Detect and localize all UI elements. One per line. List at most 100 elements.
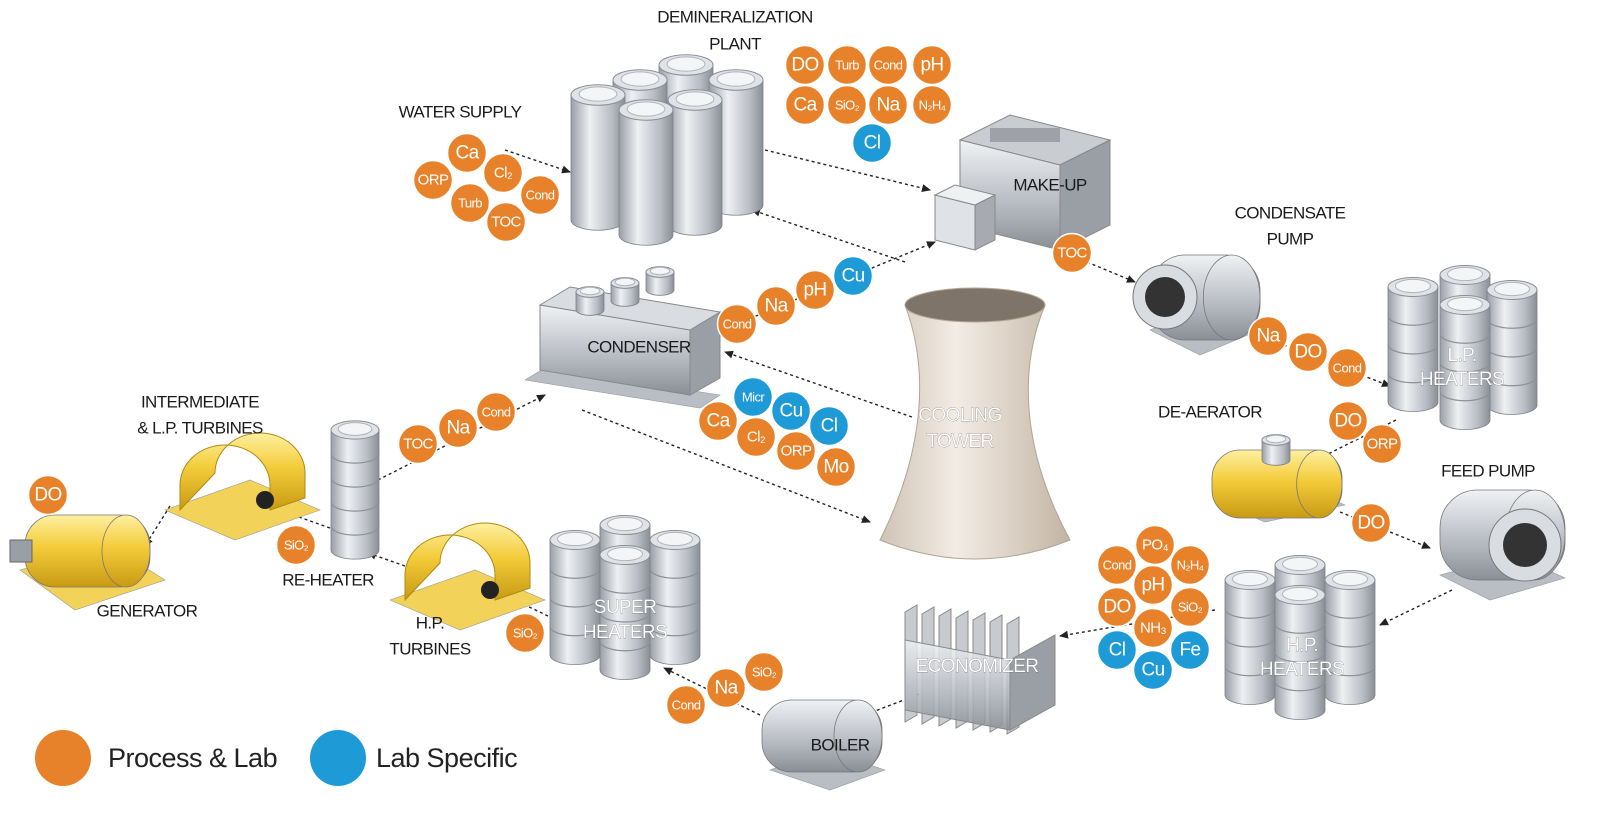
badge-text: ORP bbox=[781, 443, 812, 460]
shaft bbox=[10, 540, 32, 562]
badge-text: TOC bbox=[403, 436, 433, 453]
cylinder-body bbox=[331, 430, 379, 559]
badge-text: Mo bbox=[823, 457, 848, 478]
badge-text: pH bbox=[920, 55, 943, 76]
badge-text: SiO₂ bbox=[513, 626, 538, 641]
badge-text: Cu bbox=[779, 401, 802, 422]
cylinder-lid bbox=[621, 72, 659, 86]
badge-text: Na bbox=[714, 678, 738, 699]
badge-text: Ca bbox=[455, 143, 479, 164]
node-label: SUPER bbox=[594, 597, 656, 618]
node-label: DE-AERATOR bbox=[1158, 402, 1262, 421]
badge-text: Cond bbox=[526, 188, 555, 203]
legend-label: Process & Lab bbox=[108, 743, 277, 773]
badge-text: Cond bbox=[874, 58, 903, 73]
cylinder-lid bbox=[650, 267, 670, 274]
badge-text: Fe bbox=[1180, 640, 1201, 661]
cylinder-body bbox=[1275, 595, 1325, 720]
box-top-pad bbox=[990, 128, 1060, 142]
node-label: INTERMEDIATE bbox=[141, 392, 259, 411]
node-label: CONDENSER bbox=[587, 337, 691, 356]
badge-text: NH₃ bbox=[1140, 620, 1166, 637]
turbine-port bbox=[481, 581, 499, 599]
cylinder-lid bbox=[615, 278, 635, 285]
node-label: RE-HEATER bbox=[282, 570, 374, 589]
badge-text: DO bbox=[1103, 597, 1130, 618]
node-label: HEATERS bbox=[583, 622, 667, 643]
badge-text: Na bbox=[876, 95, 900, 116]
badge-text: Cond bbox=[723, 317, 752, 332]
badge-text: TOC bbox=[491, 214, 521, 231]
node-label: COOLING bbox=[918, 405, 1001, 426]
badge-text: Cond bbox=[1333, 361, 1362, 376]
badge-text: Turb bbox=[458, 196, 482, 211]
cylinder-body bbox=[1325, 580, 1375, 705]
badge-text: pH bbox=[803, 280, 826, 301]
cylinder-lid bbox=[667, 57, 705, 71]
badge-text: SiO₂ bbox=[1178, 600, 1203, 615]
badge-text: Cl₂ bbox=[747, 429, 766, 446]
badge-text: Cond bbox=[482, 405, 511, 420]
cylinder-lid bbox=[338, 423, 372, 436]
node-label: PLANT bbox=[709, 34, 761, 53]
badge-text: Na bbox=[446, 418, 470, 439]
badge-text: Cl bbox=[864, 133, 881, 154]
cylinder-lid bbox=[558, 532, 593, 545]
cylinder-body bbox=[1440, 305, 1490, 430]
badge-text: Ca bbox=[706, 411, 730, 432]
badge-text: Cond bbox=[1103, 558, 1132, 573]
badge-text: Cl bbox=[1109, 640, 1126, 661]
node-label: CONDENSATE bbox=[1235, 203, 1346, 222]
badge-text: Na bbox=[764, 296, 788, 317]
node-label: & L.P. TURBINES bbox=[137, 418, 263, 437]
badge-text: TOC bbox=[1057, 245, 1087, 262]
badge-text: DO bbox=[791, 55, 818, 76]
badge-text: DO bbox=[1334, 411, 1361, 432]
cylinder-lid bbox=[627, 102, 665, 116]
legend-swatch bbox=[35, 730, 91, 786]
pump-fan bbox=[1503, 523, 1547, 567]
node-label: WATER SUPPLY bbox=[399, 102, 522, 121]
node-label: TOWER bbox=[926, 431, 993, 452]
badge-text: DO bbox=[34, 485, 61, 506]
badge-text: Micr bbox=[742, 390, 765, 405]
badge-text: SiO₂ bbox=[752, 665, 777, 680]
cylinder-lid bbox=[1495, 282, 1530, 295]
badge-text: DO bbox=[1294, 342, 1321, 363]
node-label: H.P. bbox=[1286, 635, 1318, 656]
legend-label: Lab Specific bbox=[376, 743, 517, 773]
cylinder-lid bbox=[608, 517, 643, 530]
cylinder-lid bbox=[658, 532, 693, 545]
tower-top bbox=[905, 288, 1045, 322]
flow-arrow bbox=[752, 210, 905, 262]
node-label: TURBINES bbox=[389, 639, 470, 658]
badge-text: Cl bbox=[821, 416, 838, 437]
node-label: HEATERS bbox=[1420, 369, 1504, 390]
cylinder-body bbox=[1225, 580, 1275, 705]
cylinder-lid bbox=[1233, 572, 1268, 585]
cylinder-lid bbox=[1448, 267, 1483, 280]
flow-arrow bbox=[765, 150, 930, 190]
pump-fan bbox=[1145, 277, 1185, 317]
badge-text: Turb bbox=[835, 58, 859, 73]
cylinder-body bbox=[1487, 290, 1537, 415]
cylinder-lid bbox=[1396, 279, 1431, 292]
node-label: L.P. bbox=[1448, 345, 1477, 366]
tank-end bbox=[1297, 450, 1342, 518]
legend-swatch bbox=[310, 730, 366, 786]
cylinder-lid bbox=[608, 547, 643, 560]
cylinder-body bbox=[619, 110, 673, 245]
badge-text: Cond bbox=[672, 698, 701, 713]
badge-text: pH bbox=[1141, 575, 1164, 596]
cylinder-lid bbox=[1448, 297, 1483, 310]
badge-text: Cu bbox=[841, 266, 864, 287]
badge-text: SiO₂ bbox=[284, 538, 309, 553]
node-label: HEATERS bbox=[1260, 659, 1344, 680]
badge-text: Na bbox=[1256, 326, 1280, 347]
cylinder-body bbox=[571, 95, 625, 230]
badge-text: N₂H₄ bbox=[1177, 558, 1204, 573]
badge-text: Ca bbox=[793, 95, 817, 116]
node-label: H.P. bbox=[416, 613, 444, 632]
cylinder-lid bbox=[1266, 435, 1286, 442]
badge-text: N₂H₄ bbox=[919, 98, 946, 113]
